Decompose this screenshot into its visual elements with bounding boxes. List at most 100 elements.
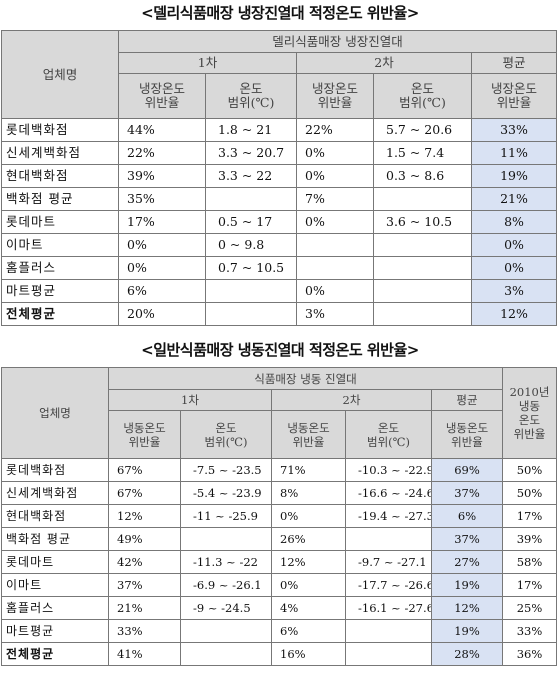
round1-rate: 41% [108, 642, 181, 666]
average-rate: 21% [471, 187, 557, 211]
round1-range: -11.3 ~ -22 [180, 550, 272, 574]
round1-rate: 37% [108, 573, 181, 597]
round1-rate: 49% [108, 527, 181, 551]
round1-range: 1.8 ~ 21 [205, 118, 297, 142]
round1-range [205, 187, 297, 211]
round2-rate: 3% [296, 302, 374, 326]
header-round1: 1차 [118, 52, 297, 74]
table-row: 전체평균 20% 3% 12% [1, 302, 557, 326]
average-rate: 69% [430, 458, 504, 482]
table-row: 현대백화점 12% -11 ~ -25.9 0% -19.4 ~ -27.3 6% 17% [1, 504, 558, 528]
table-row: 롯데마트 17% 0.5 ~ 17 0% 3.6 ~ 10.5 8% [1, 210, 557, 234]
average-rate: 6% [430, 504, 504, 528]
round2-rate: 71% [271, 458, 346, 482]
round1-range: 3.3 ~ 20.7 [205, 141, 297, 165]
round2-range: 1.5 ~ 7.4 [373, 141, 472, 165]
round1-range: -5.4 ~ -23.9 [180, 481, 272, 505]
round2-rate: 0% [296, 141, 374, 165]
round2-rate [296, 233, 374, 257]
table-row: 홈플러스 0% 0.7 ~ 10.5 0% [1, 256, 557, 280]
round1-rate: 35% [118, 187, 206, 211]
average-rate: 19% [471, 164, 557, 188]
rate-2010: 17% [502, 504, 558, 528]
round1-rate: 20% [118, 302, 206, 326]
header-round2: 2차 [296, 52, 472, 74]
round1-rate: 33% [108, 619, 181, 643]
round1-rate: 44% [118, 118, 206, 142]
round2-rate: 0% [296, 164, 374, 188]
round1-rate: 67% [108, 458, 181, 482]
store-name: 백화점 평균 [1, 187, 119, 211]
round1-rate: 6% [118, 279, 206, 303]
table-row: 마트평균 6% 0% 3% [1, 279, 557, 303]
round1-range [180, 642, 272, 666]
average-rate: 0% [471, 233, 557, 257]
store-name: 롯데백화점 [1, 458, 109, 482]
round2-rate: 0% [271, 504, 346, 528]
frozen-display-violation-table: 업체명 식품매장 냉동 진열대 2010년 냉동 온도 위반율 1차 2차 평균 냉동… [1, 367, 558, 666]
round2-range [373, 233, 472, 257]
round2-range [373, 302, 472, 326]
table-row: 신세계백화점 22% 3.3 ~ 20.7 0% 1.5 ~ 7.4 11% [1, 141, 557, 165]
header-rate-2: 냉장온도 위반율 [296, 73, 374, 119]
header-2010: 2010년 냉동 온도 위반율 [502, 367, 558, 459]
header-rate-avg: 냉장온도 위반율 [471, 73, 557, 119]
rate-2010: 33% [502, 619, 558, 643]
round2-rate: 0% [296, 210, 374, 234]
header-average: 평균 [471, 52, 557, 74]
round1-rate: 0% [118, 233, 206, 257]
store-name: 롯데마트 [1, 210, 119, 234]
round1-rate: 22% [118, 141, 206, 165]
round2-range: -9.7 ~ -27.1 [345, 550, 432, 574]
header-range-1: 온도 범위(℃) [180, 410, 272, 459]
round2-range: -16.1 ~ -27.6 [345, 596, 432, 620]
table-row: 홈플러스 21% -9 ~ -24.5 4% -16.1 ~ -27.6 12% 25% [1, 596, 558, 620]
rate-2010: 50% [502, 481, 558, 505]
header-entity: 업체명 [1, 30, 119, 119]
header-range-2: 온도 범위(℃) [345, 410, 432, 459]
table-row: 롯데마트 42% -11.3 ~ -22 12% -9.7 ~ -27.1 27% 58% [1, 550, 558, 574]
average-rate: 11% [471, 141, 557, 165]
average-rate: 8% [471, 210, 557, 234]
header-round1: 1차 [108, 389, 272, 411]
round2-rate: 0% [296, 279, 374, 303]
average-rate: 0% [471, 256, 557, 280]
store-name: 롯데백화점 [1, 118, 119, 142]
round1-range: 0.5 ~ 17 [205, 210, 297, 234]
header-rate-1: 냉동온도 위반율 [108, 410, 181, 459]
rate-2010: 25% [502, 596, 558, 620]
store-name: 홈플러스 [1, 256, 119, 280]
round1-rate: 21% [108, 596, 181, 620]
store-name: 신세계백화점 [1, 481, 109, 505]
round1-rate: 67% [108, 481, 181, 505]
table-row: 이마트 37% -6.9 ~ -26.1 0% -17.7 ~ -26.6 19% 17% [1, 573, 558, 597]
round2-range: 0.3 ~ 8.6 [373, 164, 472, 188]
round2-range [373, 256, 472, 280]
round2-rate: 0% [271, 573, 346, 597]
round2-rate: 4% [271, 596, 346, 620]
header-round2: 2차 [271, 389, 432, 411]
store-name: 현대백화점 [1, 504, 109, 528]
store-name: 이마트 [1, 233, 119, 257]
round1-range: 3.3 ~ 22 [205, 164, 297, 188]
header-rate-1: 냉장온도 위반율 [118, 73, 206, 119]
table2-title: <일반식품매장 냉동진열대 적정온도 위반율> [141, 341, 419, 359]
average-rate: 19% [430, 573, 504, 597]
round1-range [205, 302, 297, 326]
rate-2010: 17% [502, 573, 558, 597]
round1-range: -9 ~ -24.5 [180, 596, 272, 620]
average-rate: 19% [430, 619, 504, 643]
round2-rate: 16% [271, 642, 346, 666]
store-name: 전체평균 [1, 642, 109, 666]
round1-rate: 0% [118, 256, 206, 280]
rate-2010: 39% [502, 527, 558, 551]
round1-range [180, 527, 272, 551]
store-name: 마트평균 [1, 279, 119, 303]
round2-range: -17.7 ~ -26.6 [345, 573, 432, 597]
round2-range [345, 619, 432, 643]
table-row: 신세계백화점 67% -5.4 ~ -23.9 8% -16.6 ~ -24.6 37% 5… [1, 481, 558, 505]
average-rate: 12% [471, 302, 557, 326]
table-row: 롯데백화점 67% -7.5 ~ -23.5 71% -10.3 ~ -22.9 69% 5… [1, 458, 558, 482]
round1-range: 0 ~ 9.8 [205, 233, 297, 257]
header-group: 식품매장 냉동 진열대 [107, 367, 504, 390]
